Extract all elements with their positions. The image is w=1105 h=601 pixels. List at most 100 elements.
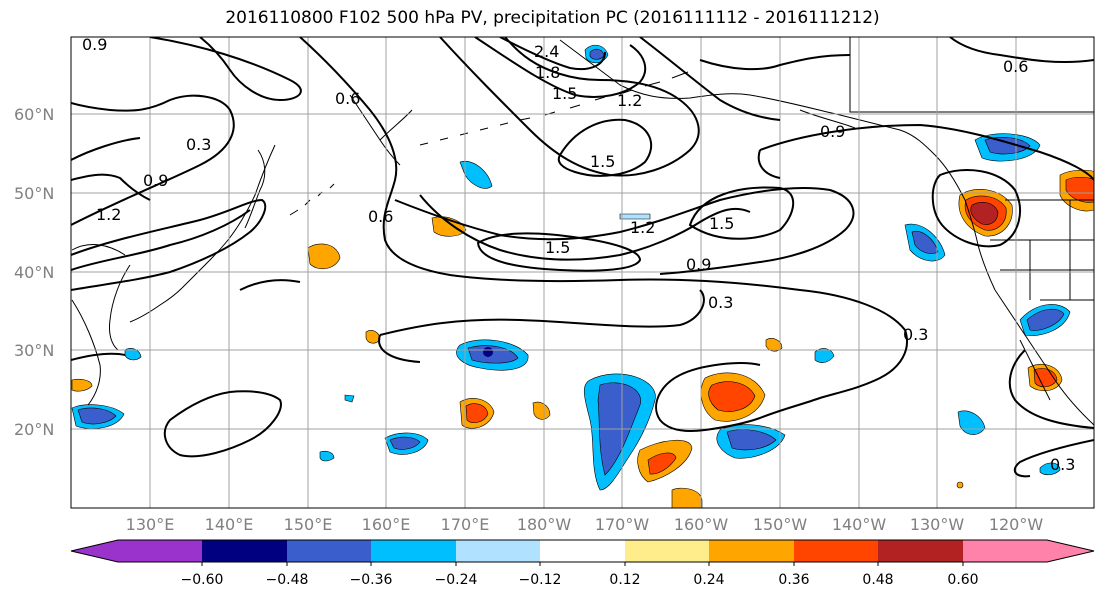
contour-label: 1.8 xyxy=(535,63,560,82)
lon-label: 170°W xyxy=(595,515,650,534)
pv-contour-line xyxy=(299,37,908,432)
colorbar-segment xyxy=(709,540,794,562)
colorbar-segment xyxy=(202,540,287,562)
precip-pos-area xyxy=(307,243,341,270)
lon-label: 150°W xyxy=(753,515,808,534)
plot-title: 2016110800 F102 500 hPa PV, precipitatio… xyxy=(225,8,880,28)
lon-label: 180°W xyxy=(517,515,572,534)
colorbar-extend-right xyxy=(1047,540,1094,562)
colorbar-tick-label: −0.24 xyxy=(435,572,478,588)
pv-contour-line xyxy=(239,279,301,291)
pv-contour-line xyxy=(557,118,653,177)
contour-label: 0.9 xyxy=(820,122,845,141)
pv-contour-line xyxy=(439,37,700,177)
lat-label: 30°N xyxy=(14,341,54,360)
pv-contour-line xyxy=(71,209,251,271)
pv-contours xyxy=(71,37,1094,478)
precip-pos-area xyxy=(465,403,489,423)
colorbar-segment xyxy=(287,540,371,562)
precip-neg-area xyxy=(77,407,117,425)
precip-pos-area xyxy=(1033,368,1058,388)
contour-label: 1.5 xyxy=(552,84,577,103)
pv-contour-line xyxy=(71,94,235,226)
pv-contour-line xyxy=(499,37,606,71)
pv-contour-line xyxy=(699,54,851,71)
lon-label: 130°W xyxy=(910,515,965,534)
colorbar-outline xyxy=(70,539,1095,563)
lon-label: 170°E xyxy=(441,515,490,534)
pv-contour-line xyxy=(379,289,705,336)
precip-pos-area xyxy=(708,381,756,412)
precip-pos-area xyxy=(956,481,964,489)
contour-label: 0.6 xyxy=(368,207,393,226)
precip-neg-area xyxy=(984,137,1031,155)
precip-neg-core xyxy=(483,347,493,357)
precip-pos-area xyxy=(71,378,93,392)
lon-label: 140°W xyxy=(832,515,887,534)
pv-contour-line xyxy=(474,37,647,98)
colorbar-tick-label: 0.48 xyxy=(862,572,893,588)
colorbar-tick-label: −0.12 xyxy=(519,572,562,588)
precip-pos-area xyxy=(970,202,999,225)
precip-pos-area xyxy=(647,452,677,475)
contour-label: 0.9 xyxy=(143,171,168,190)
precip-neg-area xyxy=(814,348,835,363)
pv-contour-line xyxy=(1008,349,1094,429)
precip-neg-area xyxy=(344,394,355,403)
pv-contour-line xyxy=(476,232,642,272)
lat-label: 60°N xyxy=(14,105,54,124)
contour-label: 1.5 xyxy=(709,214,734,233)
precip-neg-area xyxy=(1026,308,1065,331)
lon-label: 150°E xyxy=(284,515,333,534)
precip-neg-area xyxy=(389,436,421,450)
contour-label: 0.6 xyxy=(1003,57,1028,76)
lon-label: 140°E xyxy=(205,515,254,534)
contour-label: 1.2 xyxy=(96,205,121,224)
graticule xyxy=(71,37,1094,508)
contour-label: 1.5 xyxy=(545,238,570,257)
colorbar-tick-label: 0.24 xyxy=(693,572,724,588)
contour-label: 0.9 xyxy=(686,255,711,274)
lon-label: 160°W xyxy=(674,515,729,534)
pv-contour-line xyxy=(394,187,855,275)
contour-label: 0.6 xyxy=(335,89,360,108)
colorbar-segment xyxy=(794,540,878,562)
contour-label: 0.9 xyxy=(82,35,107,54)
pv-contour-line xyxy=(71,173,151,201)
precip-neg-area xyxy=(459,160,493,189)
precip-neg-area xyxy=(1039,462,1061,476)
precip-neg-area xyxy=(619,213,651,220)
colorbar-segment xyxy=(456,540,540,562)
precip-neg-area xyxy=(911,230,939,254)
pv-contour-line xyxy=(757,149,781,179)
contour-label: 1.5 xyxy=(590,152,615,171)
lon-label: 160°E xyxy=(362,515,411,534)
colorbar: −0.60 −0.48 −0.36 −0.24 −0.12 0.12 0.24 … xyxy=(70,539,1095,588)
precip-neg-area xyxy=(124,348,142,361)
colorbar-segment xyxy=(625,540,709,562)
pv-contour-line xyxy=(759,123,1094,181)
pv-contour-line xyxy=(1013,439,1094,478)
pv-contour-line xyxy=(931,169,1021,248)
pv-contour-line xyxy=(163,390,282,458)
pv-contour-line xyxy=(639,37,781,121)
contour-label: 0.3 xyxy=(903,325,928,344)
lat-label: 40°N xyxy=(14,263,54,282)
contour-label: 0.3 xyxy=(1050,455,1075,474)
precip-pos-area xyxy=(671,487,703,508)
precip-pos-area xyxy=(532,401,551,420)
colorbar-tick-label: −0.60 xyxy=(181,572,224,588)
contour-label: 0.3 xyxy=(186,135,211,154)
contour-labels: 0.9 2.4 1.8 1.5 1.2 0.6 0.3 0.9 1.2 0.6 … xyxy=(82,35,1075,474)
pv-contour-line xyxy=(378,334,421,363)
colorbar-segment xyxy=(878,540,963,562)
colorbar-tick-label: 0.60 xyxy=(947,572,978,588)
colorbar-segment xyxy=(540,540,625,562)
colorbar-segment xyxy=(118,540,202,562)
precip-pos-area xyxy=(765,338,783,352)
colorbar-tick-label: 0.12 xyxy=(609,572,640,588)
colorbar-extend-left xyxy=(71,540,118,562)
colorbar-tick-label: 0.36 xyxy=(778,572,809,588)
colorbar-segment xyxy=(963,540,1047,562)
